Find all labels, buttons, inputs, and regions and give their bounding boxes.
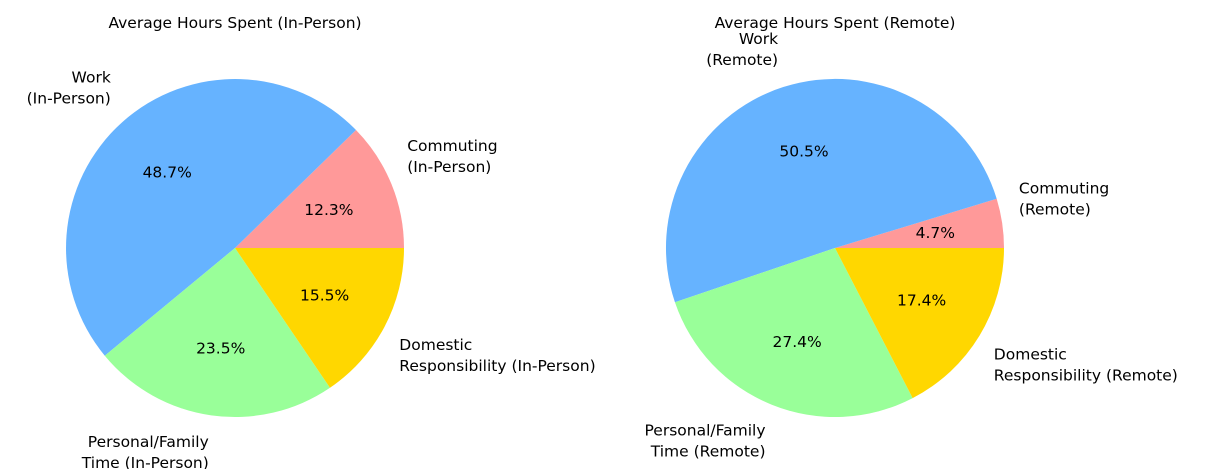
- slice-label-work-remote: Work (Remote): [706, 30, 778, 69]
- pct-label-personal-family-remote: 27.4%: [772, 333, 821, 351]
- slice-label-commuting-remote: Commuting (Remote): [1019, 180, 1109, 219]
- pct-label-personal-family-in-person: 23.5%: [196, 339, 245, 357]
- slice-label-personal-family-in-person: Personal/Family Time (In-Person): [81, 433, 209, 469]
- slice-commuting-in-person: [235, 130, 404, 248]
- pct-label-domestic-in-person: 15.5%: [300, 286, 349, 304]
- pct-label-domestic-remote: 17.4%: [897, 292, 946, 310]
- slice-label-personal-family-remote: Personal/Family Time (Remote): [645, 421, 766, 460]
- slice-commuting-remote: [835, 198, 1004, 248]
- slice-personal-family-remote: [674, 248, 913, 418]
- chart-title-remote: Average Hours Spent (Remote): [715, 14, 956, 32]
- slice-label-domestic-in-person: Domestic Responsibility (In-Person): [399, 336, 595, 375]
- pct-label-work-in-person: 48.7%: [143, 164, 192, 182]
- pct-label-commuting-in-person: 12.3%: [304, 201, 353, 219]
- slice-domestic-remote: [835, 248, 1004, 399]
- slice-work-remote: [665, 78, 997, 303]
- slice-label-work-in-person: Work (In-Person): [27, 69, 111, 108]
- slice-label-commuting-in-person: Commuting (In-Person): [407, 137, 497, 176]
- pct-label-commuting-remote: 4.7%: [916, 224, 955, 242]
- pct-label-work-remote: 50.5%: [779, 143, 828, 161]
- chart-title-in-person: Average Hours Spent (In-Person): [108, 14, 361, 32]
- slice-work-in-person: [66, 79, 356, 356]
- slice-personal-family-in-person: [104, 248, 330, 418]
- slice-domestic-in-person: [235, 248, 404, 388]
- pie-chart-in-person: Average Hours Spent (In-Person) 12.3% Com…: [27, 14, 596, 469]
- pie-chart-remote: Average Hours Spent (Remote) 4.7% Commuti…: [645, 14, 1178, 460]
- slice-label-domestic-remote: Domestic Responsibility (Remote): [994, 346, 1178, 385]
